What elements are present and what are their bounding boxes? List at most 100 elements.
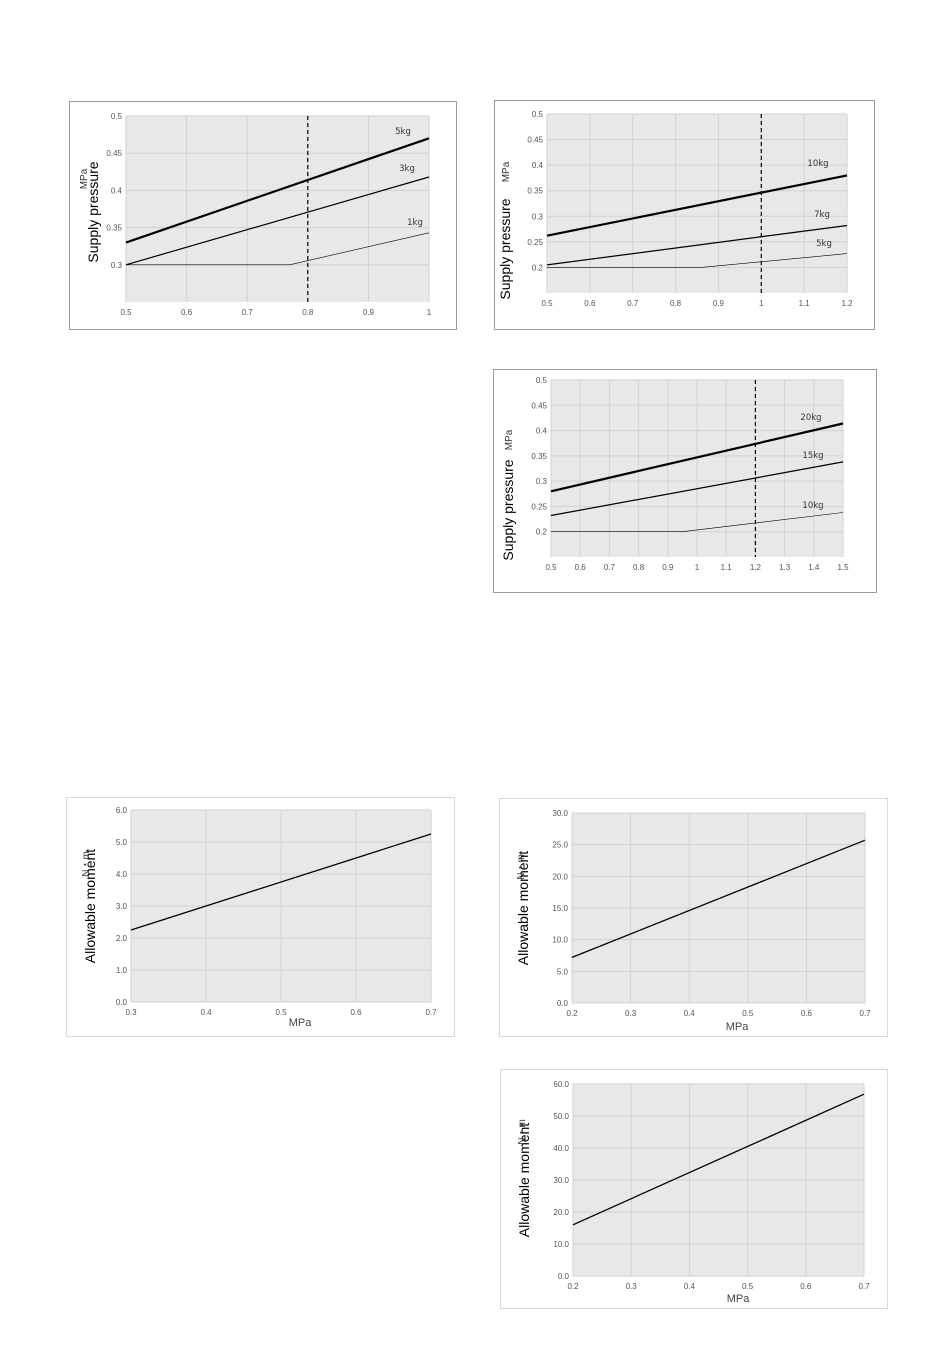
x-tick-label: 0.7 [242,308,254,317]
y-tick-label: 6.0 [116,806,128,815]
y-axis-unit: MPa [501,161,512,182]
series-line [571,839,866,959]
y-tick-label: 0.4 [111,186,123,195]
series-line [125,137,430,244]
x-tick-label: 0.5 [742,1282,754,1291]
x-tick-label: 0.7 [859,1009,871,1018]
x-tick-label: 1.1 [799,299,811,308]
x-tick-label: 0.6 [181,308,193,317]
x-axis-title: MPa [726,1021,750,1033]
y-tick-label: 0.0 [557,999,569,1008]
y-tick-label: 50.0 [553,1112,569,1121]
x-tick-label: 1.5 [837,563,849,572]
x-tick-label: 0.8 [302,308,314,317]
series-line [546,174,848,237]
y-axis-title: Supply pressure [500,459,516,560]
supply-pressure-chart-1: 0.5 0.6 0.7 0.8 0.9 1 0.3 0.35 0.4 0.45 0.5 5kg 3kg 1… [69,101,457,330]
x-tick-label: 0.9 [713,299,725,308]
y-tick-label: 0.4 [536,427,548,436]
y-tick-label: 0.3 [532,212,544,221]
x-axis-title: MPa [727,1293,751,1305]
y-tick-label: 3.0 [116,902,128,911]
x-tick-label: 0.3 [125,1008,137,1017]
y-tick-label: 2.0 [116,934,128,943]
y-tick-label: 10.0 [552,936,568,945]
x-tick-label: 1.4 [808,563,820,572]
series-line [551,512,844,532]
y-tick-label: 40.0 [553,1144,569,1153]
y-tick-label: 0.4 [532,161,544,170]
x-tick-label: 0.6 [575,563,587,572]
series-label: 3kg [399,164,415,174]
y-axis-title: Allowable moment [82,849,98,963]
y-tick-label: 30.0 [553,1176,569,1185]
y-tick-label: 4.0 [116,870,128,879]
series-line [130,833,432,931]
y-axis-unit: N・m [517,1119,528,1145]
x-tick-label: 0.7 [627,299,639,308]
x-tick-label: 0.2 [566,1009,578,1018]
x-tick-label: 0.7 [425,1008,437,1017]
series-line [546,224,848,266]
y-tick-label: 0.35 [531,452,547,461]
y-axis-title: Supply pressure [85,161,101,262]
y-tick-label: 0.45 [527,136,543,145]
y-tick-label: 0.5 [111,112,123,121]
chart-svg: 0.3 0.4 0.5 0.6 0.7 0.0 1.0 2.0 3.0 4.0 5.0 6.0 Allo… [81,806,437,1029]
y-axis-unit: MPa [504,429,515,450]
y-tick-label: 5.0 [557,967,569,976]
y-tick-label: 0.2 [532,263,544,272]
y-tick-label: 0.5 [532,110,544,119]
y-tick-label: 0.45 [106,149,122,158]
y-tick-label: 0.3 [111,261,123,270]
x-axis-title: MPa [289,1017,313,1029]
allowable-moment-chart-2: 0.2 0.3 0.4 0.5 0.6 0.7 0.0 5.0 10.0 15.0 20.0 25.0… [499,798,888,1037]
y-tick-label: 0.0 [116,998,128,1007]
y-tick-label: 0.25 [531,502,547,511]
y-tick-label: 0.2 [536,528,548,537]
y-tick-label: 20.0 [553,1208,569,1217]
x-tick-label: 0.7 [858,1282,870,1291]
x-tick-label: 0.5 [120,308,132,317]
y-axis-unit: N・m [516,854,527,880]
y-axis-title: Supply pressure [497,198,513,299]
y-tick-label: 0.5 [536,376,548,385]
y-tick-label: 1.0 [116,966,128,975]
y-tick-label: 20.0 [552,872,568,881]
plot-area [547,114,847,293]
y-tick-label: 15.0 [552,904,568,913]
x-tick-label: 0.3 [625,1009,637,1018]
x-tick-label: 0.3 [626,1282,638,1291]
series-label: 1kg [407,218,423,228]
x-tick-label: 0.8 [633,563,645,572]
y-axis-unit: N・m [81,851,92,877]
x-tick-label: 0.4 [200,1008,212,1017]
plot-area [126,116,429,302]
series-line [547,253,848,268]
chart-svg: 0.5 0.6 0.7 0.8 0.9 1 1.1 1.2 1.3 1.4 1.5 0.2 0.25 0.… [500,376,849,572]
allowable-moment-chart-1: 0.3 0.4 0.5 0.6 0.7 0.0 1.0 2.0 3.0 4.0 5.0 6.0 Allo… [66,797,455,1037]
series-line [550,422,844,493]
y-tick-label: 0.45 [531,401,547,410]
x-tick-label: 0.8 [670,299,682,308]
series-label: 15kg [802,451,823,461]
supply-pressure-chart-2: 0.5 0.6 0.7 0.8 0.9 1 1.1 1.2 0.2 0.25 0.3 0.35 0.4 0… [494,100,875,330]
x-tick-label: 0.9 [662,563,674,572]
y-axis-title: Allowable moment [516,1123,532,1237]
x-tick-label: 0.6 [801,1009,813,1018]
allowable-moment-chart-3: 0.2 0.3 0.4 0.5 0.6 0.7 0.0 10.0 20.0 30.0 40.0 50.… [500,1069,888,1309]
series-line [550,461,844,517]
x-tick-label: 0.5 [742,1009,754,1018]
chart-svg: 0.5 0.6 0.7 0.8 0.9 1 1.1 1.2 0.2 0.25 0.3 0.35 0.4 0… [497,110,853,308]
series-label: 10kg [807,159,828,169]
x-tick-label: 0.5 [275,1008,287,1017]
series-label: 10kg [802,501,823,511]
x-tick-label: 0.9 [363,308,375,317]
y-tick-label: 0.35 [527,187,543,196]
series-label: 5kg [816,239,832,249]
series-line [572,1093,865,1226]
series-label: 7kg [814,210,830,220]
y-tick-label: 0.25 [527,238,543,247]
y-tick-label: 60.0 [553,1080,569,1089]
y-tick-label: 0.3 [536,477,548,486]
